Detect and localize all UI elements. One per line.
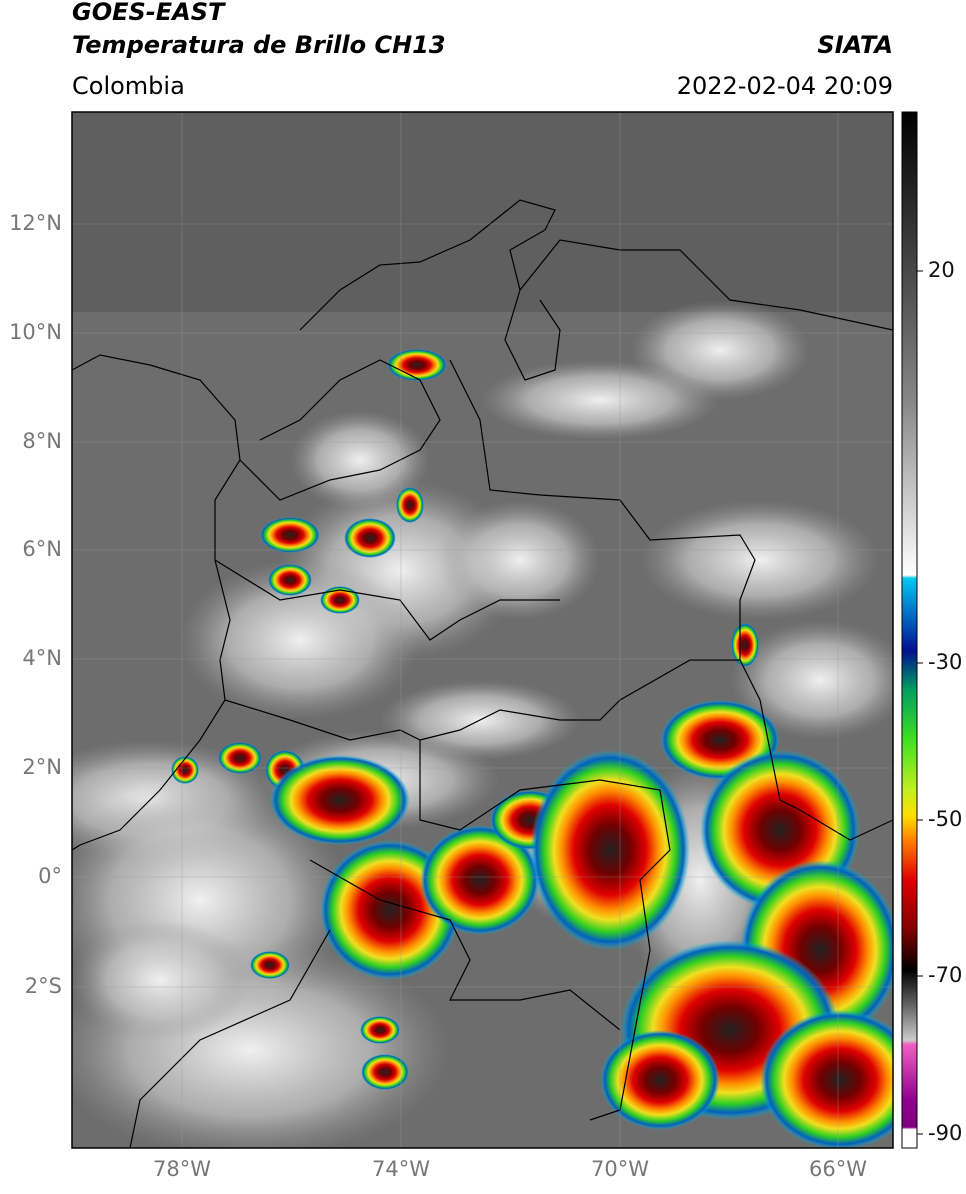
cloud <box>290 410 430 510</box>
cloud <box>730 620 893 740</box>
cloud <box>440 500 600 620</box>
storm-cell <box>760 1010 893 1148</box>
storm-cell <box>420 825 540 935</box>
lat-label: 2°S <box>25 974 62 998</box>
storm-cell <box>268 564 312 596</box>
cloud <box>640 500 880 620</box>
storm-cell <box>731 623 759 667</box>
storm-cell <box>270 755 410 845</box>
storm-cell <box>218 742 262 774</box>
subtitle: Temperatura de Brillo CH13 <box>72 31 446 59</box>
colorbar-label: -90 <box>928 1121 962 1145</box>
lat-label: 4°N <box>22 646 62 670</box>
storm-cell <box>530 750 690 950</box>
storm-cell <box>396 487 424 523</box>
storm-cell <box>260 517 320 553</box>
storm-cell <box>387 349 447 381</box>
datetime: 2022-02-04 20:09 <box>677 72 893 100</box>
storm-cell <box>171 756 199 784</box>
satellite-image <box>72 112 893 1148</box>
lon-label: 70°W <box>591 1157 649 1181</box>
colorbar <box>901 111 918 1149</box>
storm-cell <box>600 1030 720 1130</box>
storm-cell <box>360 1016 400 1044</box>
borders <box>72 199 893 1148</box>
lon-label: 74°W <box>372 1157 430 1181</box>
storm-cell <box>250 951 290 979</box>
map-frame <box>71 111 894 1149</box>
colorbar-label: 20 <box>928 258 955 282</box>
colorbar-label: -50 <box>928 807 962 831</box>
lat-label: 10°N <box>9 320 62 344</box>
ocean-north <box>72 112 893 312</box>
storm-cell <box>361 1054 409 1090</box>
storm-cell <box>320 586 360 614</box>
lat-label: 2°N <box>22 755 62 779</box>
labels: 12°N 10°N 8°N 6°N 4°N 2°N 0° 2°S 78°W 74°W 70°W 66°… <box>9 211 962 1181</box>
cloud <box>72 920 250 1040</box>
colorbar-label: -30 <box>928 650 962 674</box>
lon-label: 66°W <box>809 1157 867 1181</box>
lat-label: 8°N <box>22 429 62 453</box>
graticule <box>72 112 893 1148</box>
lat-label: 0° <box>38 864 62 888</box>
source: SIATA <box>817 31 893 59</box>
region: Colombia <box>72 72 185 100</box>
title: GOES-EAST <box>72 0 226 26</box>
lat-label: 6°N <box>22 537 62 561</box>
colorbar-label: -70 <box>928 963 962 987</box>
convective-cells <box>171 349 893 1148</box>
lat-label: 12°N <box>9 211 62 235</box>
cloud <box>480 360 720 440</box>
storm-cell <box>344 518 396 558</box>
lon-label: 78°W <box>153 1157 211 1181</box>
